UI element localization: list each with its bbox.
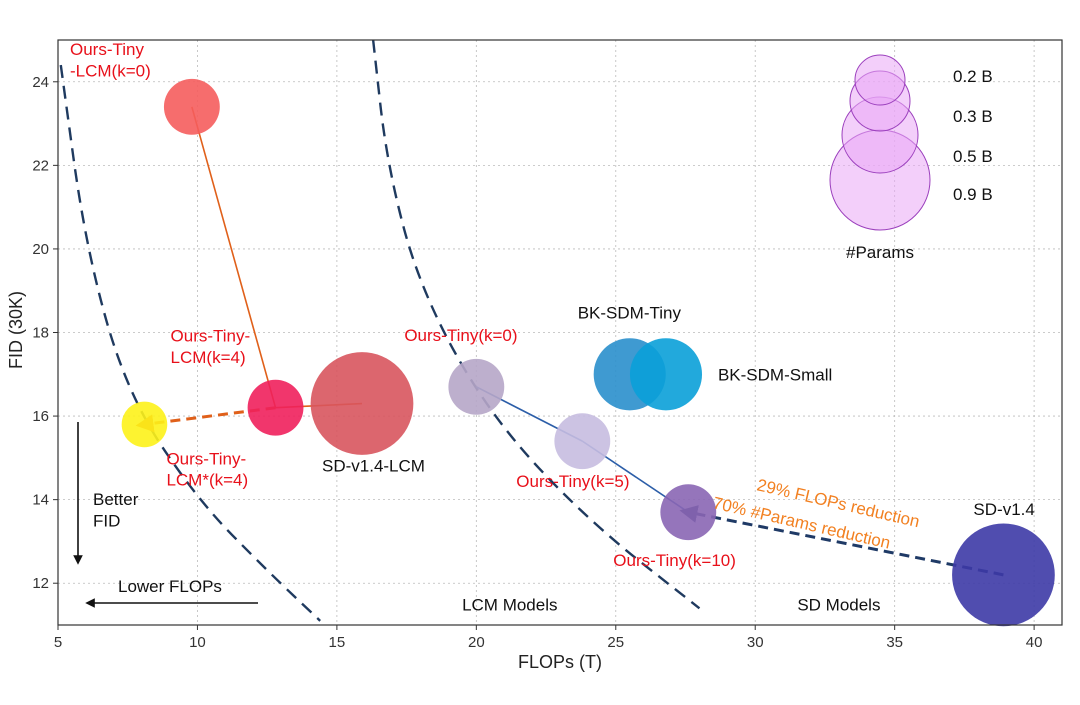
bubble <box>554 413 611 470</box>
legend-title: #Params <box>846 243 914 262</box>
y-axis-title: FID (30K) <box>6 291 26 369</box>
y-tick-label: 18 <box>32 325 49 342</box>
bubble <box>121 401 168 448</box>
bubble <box>952 523 1055 627</box>
point-label: Ours-Tiny(k=0) <box>404 326 517 345</box>
legend-label: 0.5 B <box>953 147 993 166</box>
point-label: Ours-Tiny(k=5) <box>516 472 629 491</box>
region-label: SD Models <box>797 595 880 614</box>
frontier-curve <box>371 39 701 610</box>
y-tick-label: 12 <box>32 575 49 592</box>
point-label: SD-v1.4 <box>973 500 1034 519</box>
bubbles <box>121 78 1055 627</box>
bubble <box>163 78 220 135</box>
bubble <box>448 358 505 415</box>
x-tick-label: 30 <box>747 634 764 651</box>
point-label: Ours-Tiny(k=10) <box>613 551 736 570</box>
frontier-curves <box>59 39 701 622</box>
x-tick-label: 35 <box>886 634 903 651</box>
point-label: Ours-Tiny-LCM(k=4) <box>171 327 251 367</box>
bubble <box>310 352 414 455</box>
point-label: Ours-Tiny -LCM(k=0) <box>70 40 151 80</box>
point-labels: Ours-Tiny -LCM(k=0) Ours-Tiny-LCM(k=4) Ours… <box>70 40 1035 614</box>
axes: 5 10 15 20 25 30 35 40 12 14 16 18 20 22 24 <box>32 39 1063 651</box>
region-label: LCM Models <box>462 595 557 614</box>
legend-label: 0.2 B <box>953 67 993 86</box>
y-tick-label: 16 <box>32 408 49 425</box>
x-tick-label: 40 <box>1026 634 1043 651</box>
better-fid-label: Better FID <box>93 490 139 530</box>
legend-bubble <box>854 54 906 106</box>
bubble <box>247 379 304 436</box>
frontier-curve <box>59 64 321 622</box>
bubble <box>629 338 703 411</box>
x-tick-label: 5 <box>54 634 62 651</box>
y-tick-label: 22 <box>32 157 49 174</box>
x-tick-label: 20 <box>468 634 485 651</box>
legend-label: 0.3 B <box>953 107 993 126</box>
y-tick-label: 20 <box>32 241 49 258</box>
point-label: BK-SDM-Small <box>718 365 832 384</box>
lower-flops-label: Lower FLOPs <box>118 577 222 596</box>
x-tick-label: 25 <box>607 634 624 651</box>
y-tick-label: 14 <box>32 492 49 509</box>
connector-line <box>679 505 1004 577</box>
point-label: SD-v1.4-LCM <box>322 457 425 476</box>
y-tick-label: 24 <box>32 74 49 91</box>
legend-label: 0.9 B <box>953 185 993 204</box>
size-legend: 0.2 B 0.3 B 0.5 B 0.9 B #Params <box>829 54 993 262</box>
x-axis-title: FLOPs (T) <box>518 652 602 672</box>
x-tick-label: 15 <box>329 634 346 651</box>
x-tick-label: 10 <box>189 634 206 651</box>
point-label: BK-SDM-Tiny <box>578 303 682 322</box>
point-label: Ours-Tiny-LCM*(k=4) <box>166 449 248 489</box>
bubble <box>660 484 717 541</box>
connector-line <box>191 106 277 408</box>
